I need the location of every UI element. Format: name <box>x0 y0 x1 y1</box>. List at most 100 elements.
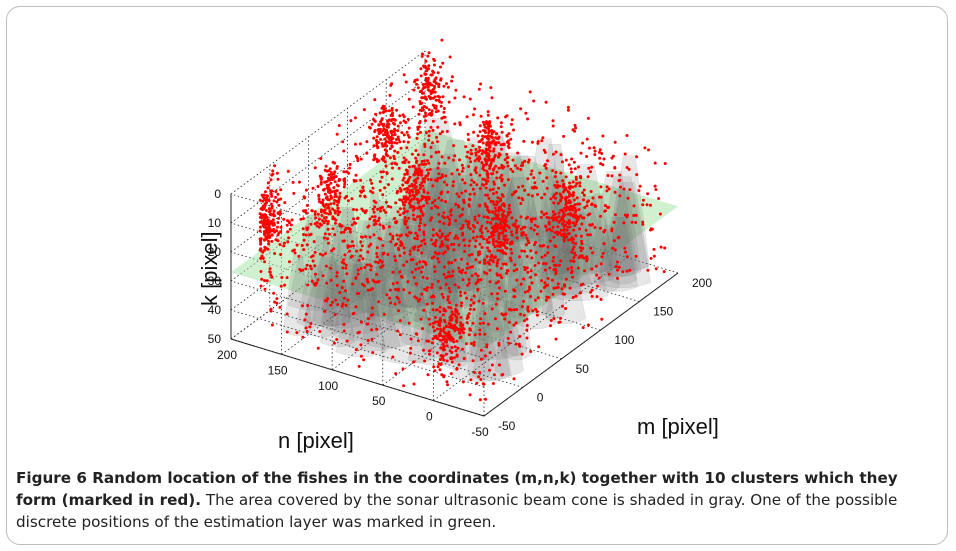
fish-point <box>506 213 510 217</box>
fish-point <box>502 244 506 247</box>
fish-point <box>356 217 359 220</box>
fish-point <box>384 211 388 214</box>
fish-point <box>460 163 464 167</box>
fish-point <box>497 206 501 210</box>
fish-point <box>523 159 527 163</box>
fish-point <box>507 207 511 211</box>
fish-point <box>489 86 493 90</box>
fish-point <box>450 261 454 265</box>
fish-point <box>321 274 325 278</box>
fish-point <box>467 165 471 168</box>
fish-point <box>529 249 533 253</box>
fish-point <box>352 208 355 211</box>
fish-point <box>582 193 586 197</box>
fish-point <box>435 140 439 144</box>
fish-point <box>502 142 506 146</box>
fish-point <box>350 240 354 244</box>
fish-point <box>468 97 472 101</box>
fish-point <box>282 244 286 248</box>
fish-point <box>398 114 402 118</box>
fish-point <box>421 213 425 217</box>
fish-point <box>416 86 420 90</box>
fish-point <box>492 202 496 206</box>
fish-point <box>420 173 423 177</box>
fish-point <box>432 87 436 90</box>
fish-point <box>380 117 384 121</box>
fish-point <box>517 342 521 346</box>
fish-point <box>562 236 566 240</box>
fish-point <box>382 122 386 126</box>
fish-point <box>398 333 402 337</box>
fish-point <box>564 186 567 190</box>
fish-point <box>453 122 457 126</box>
fish-point <box>402 73 406 77</box>
fish-point <box>467 312 471 316</box>
tick-label: 150 <box>653 305 673 319</box>
fish-point <box>499 223 503 227</box>
fish-point <box>270 213 274 217</box>
fish-point <box>494 209 498 213</box>
fish-point <box>357 258 361 262</box>
fish-point <box>493 245 497 249</box>
fish-point <box>398 140 402 144</box>
fish-point <box>520 164 523 168</box>
fish-point <box>509 259 513 262</box>
fish-point <box>446 298 450 302</box>
fish-point <box>417 245 420 249</box>
tick-label: 50 <box>576 362 590 376</box>
fish-point <box>549 197 553 201</box>
fish-point <box>335 274 339 278</box>
fish-point <box>561 179 565 183</box>
fish-point <box>486 134 490 138</box>
fish-point <box>391 282 395 286</box>
fish-point <box>433 199 437 202</box>
fish-point <box>326 206 330 210</box>
fish-point <box>552 201 556 205</box>
fish-point <box>461 223 465 227</box>
fish-point <box>455 367 459 371</box>
fish-point <box>606 206 610 209</box>
fish-point <box>433 369 437 373</box>
fish-point <box>434 239 438 242</box>
fish-point <box>305 228 309 232</box>
fish-point <box>391 121 395 125</box>
fish-point <box>483 157 487 161</box>
fish-point <box>434 104 437 108</box>
fish-point <box>638 184 642 188</box>
fish-point <box>318 174 322 178</box>
fish-point <box>514 219 518 223</box>
fish-point <box>515 278 519 282</box>
fish-point <box>375 280 379 284</box>
fish-point <box>452 356 456 360</box>
fish-point <box>394 221 398 225</box>
fish-point <box>470 152 474 156</box>
fish-point <box>480 245 484 249</box>
fish-point <box>263 260 266 264</box>
fish-point <box>643 146 647 150</box>
fish-point <box>574 234 578 238</box>
fish-point <box>554 171 558 174</box>
cone-strip <box>367 240 407 331</box>
fish-point <box>409 337 413 341</box>
fish-point <box>538 171 542 175</box>
fish-point <box>481 120 485 124</box>
fish-point <box>403 187 407 191</box>
fish-point <box>382 107 386 111</box>
fish-point <box>309 222 313 226</box>
fish-point <box>491 240 495 244</box>
fish-point <box>440 198 444 202</box>
fish-point <box>355 292 359 296</box>
fish-point <box>320 214 324 217</box>
fish-point <box>486 110 490 114</box>
fish-point <box>641 203 645 207</box>
fish-point <box>457 172 461 176</box>
fish-point <box>588 212 592 216</box>
fish-point <box>489 255 493 259</box>
fish-point <box>408 199 412 203</box>
fish-point <box>488 368 491 372</box>
fish-point <box>434 98 438 102</box>
fish-point <box>490 130 494 134</box>
fish-point <box>452 158 455 162</box>
fish-point <box>601 251 605 255</box>
fish-point <box>590 267 594 271</box>
